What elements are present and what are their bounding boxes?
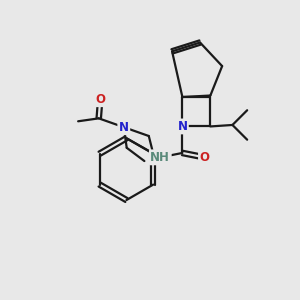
Text: N: N — [119, 121, 129, 134]
Text: O: O — [95, 93, 105, 106]
Text: O: O — [200, 151, 209, 164]
Text: N: N — [177, 120, 188, 133]
Text: NH: NH — [150, 151, 170, 164]
